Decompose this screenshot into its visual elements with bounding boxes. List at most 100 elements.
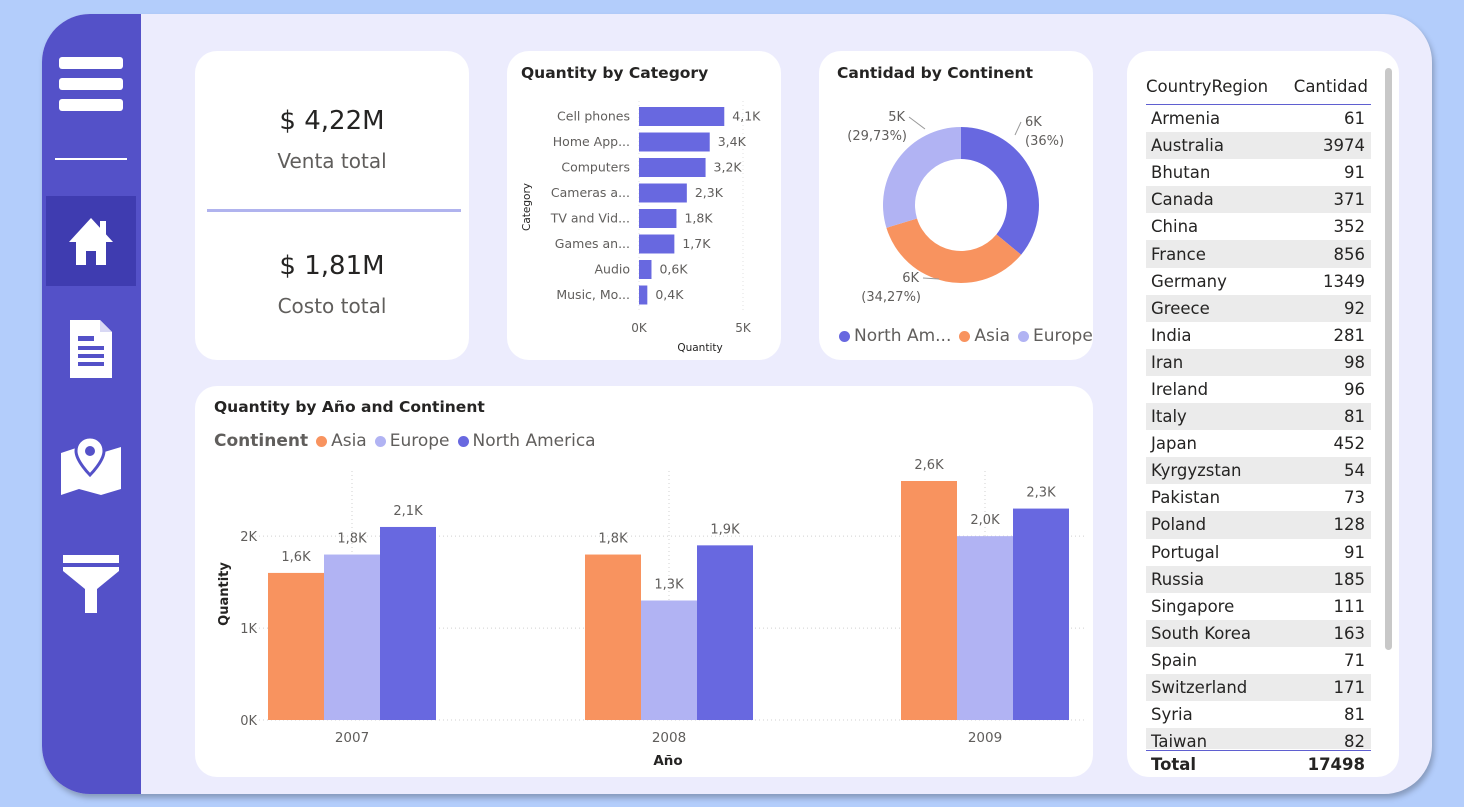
category-bar[interactable] — [639, 234, 675, 254]
category-bar[interactable] — [639, 132, 710, 152]
table-row[interactable]: Singapore 111 — [1146, 593, 1371, 620]
category-bar[interactable] — [639, 183, 687, 203]
category-chart-title: Quantity by Category — [521, 64, 709, 82]
table-row[interactable]: Syria 81 — [1146, 701, 1371, 728]
legend-asia[interactable]: Asia — [331, 431, 367, 451]
cell-country: Ireland — [1151, 379, 1209, 399]
cell-country: Singapore — [1151, 596, 1235, 616]
cell-country: Canada — [1151, 190, 1214, 210]
hamburger-menu-icon[interactable] — [59, 57, 123, 120]
cell-cantidad: 98 — [1344, 352, 1365, 372]
table-row[interactable]: Kyrgyzstan 54 — [1146, 457, 1371, 485]
table-row[interactable]: Russia 185 — [1146, 565, 1371, 593]
donut-slice[interactable] — [883, 127, 961, 228]
table-row[interactable]: China 352 — [1146, 213, 1371, 240]
legend-dot-europe — [1018, 330, 1029, 342]
table-row[interactable]: Canada 371 — [1146, 186, 1371, 214]
legend-asia[interactable]: Asia — [974, 326, 1010, 346]
cell-country: Syria — [1151, 705, 1193, 725]
table-row[interactable]: Germany 1349 — [1146, 268, 1371, 295]
sidebar-item-home[interactable] — [46, 196, 136, 286]
sidebar-item-map[interactable] — [46, 420, 136, 510]
table-scrollbar[interactable] — [1385, 68, 1392, 650]
sidebar-item-filter[interactable] — [46, 538, 136, 628]
cell-cantidad: 1349 — [1323, 271, 1365, 291]
year-bar[interactable] — [901, 481, 957, 720]
cell-cantidad: 3974 — [1323, 136, 1365, 156]
table-row[interactable]: South Korea 163 — [1146, 619, 1371, 647]
year-bar[interactable] — [957, 536, 1013, 720]
table-row[interactable]: Japan 452 — [1146, 430, 1371, 457]
category-bar[interactable] — [639, 209, 677, 228]
category-tick-label: Music, Mo... — [556, 287, 630, 302]
category-data-label: 3,2K — [714, 160, 743, 175]
cell-cantidad: 111 — [1333, 596, 1366, 616]
table-row[interactable]: Taiwan 82 — [1146, 728, 1371, 749]
table-row[interactable]: Pakistan 73 — [1146, 484, 1371, 511]
home-icon — [69, 218, 113, 265]
legend-north-america[interactable]: North America — [472, 431, 596, 451]
year-bar[interactable] — [1013, 508, 1069, 720]
table-row[interactable]: France 856 — [1146, 240, 1371, 268]
table-row[interactable]: Spain 71 — [1146, 647, 1371, 674]
legend-dot-europe — [374, 435, 386, 447]
header-country[interactable]: CountryRegion — [1146, 77, 1269, 96]
donut-data-label: 6K — [1025, 115, 1042, 130]
category-bar[interactable] — [639, 158, 706, 177]
year-bar[interactable] — [380, 526, 436, 720]
header-cantidad[interactable]: Cantidad — [1293, 77, 1368, 96]
year-bar[interactable] — [324, 554, 380, 720]
sales-label: Venta total — [277, 149, 387, 173]
continent-donut-chart[interactable]: 6K (36%) 6K (34,27%) 5K (29,73%) — [819, 51, 1093, 321]
table-row[interactable]: Bhutan 91 — [1146, 159, 1371, 186]
category-bar[interactable] — [639, 107, 725, 126]
category-chart-card[interactable]: Quantity by Category Cell phones 4,1K Home… — [507, 51, 781, 360]
legend-north-america[interactable]: North Am... — [854, 326, 952, 346]
legend-europe[interactable]: Europe — [389, 431, 450, 451]
table-row[interactable]: Poland 128 — [1146, 511, 1371, 539]
table-total-row: Total 17498 — [1146, 750, 1371, 777]
donut-slice[interactable] — [961, 127, 1039, 255]
x-tick-label: 2007 — [335, 730, 369, 746]
y-axis-title: Quantity — [217, 562, 232, 626]
category-data-label: 1,8K — [684, 211, 713, 226]
kpi-divider — [207, 209, 461, 212]
year-chart-card[interactable]: Quantity by Año and Continent Continent … — [195, 386, 1093, 777]
cost-value: $ 1,81M — [279, 251, 385, 281]
table-row[interactable]: India 281 — [1146, 322, 1371, 349]
category-bar[interactable] — [639, 285, 648, 305]
year-bar[interactable] — [585, 554, 641, 720]
cell-cantidad: 371 — [1333, 190, 1366, 210]
cell-cantidad: 73 — [1344, 488, 1365, 508]
year-bar-data-label: 2,6K — [914, 458, 944, 473]
table-row[interactable]: Iran 98 — [1146, 348, 1371, 376]
total-label: Total — [1151, 754, 1197, 774]
year-bar[interactable] — [268, 572, 324, 720]
continent-chart-card[interactable]: Cantidad by Continent 6K (36%) 6K (34,27%) 5… — [819, 51, 1093, 360]
table-row[interactable]: Ireland 96 — [1146, 376, 1371, 403]
kpi-card: $ 4,22M Venta total $ 1,81M Costo total — [195, 51, 469, 360]
table-row[interactable]: Armenia 61 — [1146, 105, 1371, 132]
table-row[interactable]: Switzerland 171 — [1146, 673, 1371, 702]
cell-cantidad: 128 — [1333, 515, 1366, 535]
year-bar[interactable] — [641, 600, 697, 721]
year-continent-chart[interactable]: 0K 1K 2K 1,6K 1,8K 2,1K 2007 1,8K 1,3K 1,9K 2008 2,… — [195, 386, 1093, 777]
cell-country: South Korea — [1151, 623, 1251, 643]
category-tick-label: Cameras a... — [551, 185, 630, 200]
table-row[interactable]: Greece 92 — [1146, 294, 1371, 322]
category-bar[interactable] — [639, 260, 652, 279]
donut-slice[interactable] — [886, 218, 1022, 283]
table-row[interactable]: Italy 81 — [1146, 403, 1371, 431]
continent-chart-title: Cantidad by Continent — [837, 64, 1034, 82]
table-row[interactable]: Australia 3974 — [1146, 132, 1371, 160]
table-row[interactable]: Portugal 91 — [1146, 539, 1371, 566]
y-axis-title: Category — [521, 183, 533, 231]
cell-cantidad: 96 — [1344, 379, 1365, 399]
legend-europe[interactable]: Europe — [1033, 326, 1093, 346]
category-chart[interactable]: Cell phones 4,1K Home App... 3,4K Computers 3… — [507, 51, 781, 360]
table-header: CountryRegion Cantidad — [1146, 69, 1371, 105]
country-table-card[interactable]: CountryRegion Cantidad Armenia 61 Australi… — [1127, 51, 1399, 777]
year-bar-data-label: 2,1K — [393, 504, 423, 519]
sidebar-item-report[interactable] — [46, 304, 136, 394]
year-bar[interactable] — [697, 545, 753, 720]
